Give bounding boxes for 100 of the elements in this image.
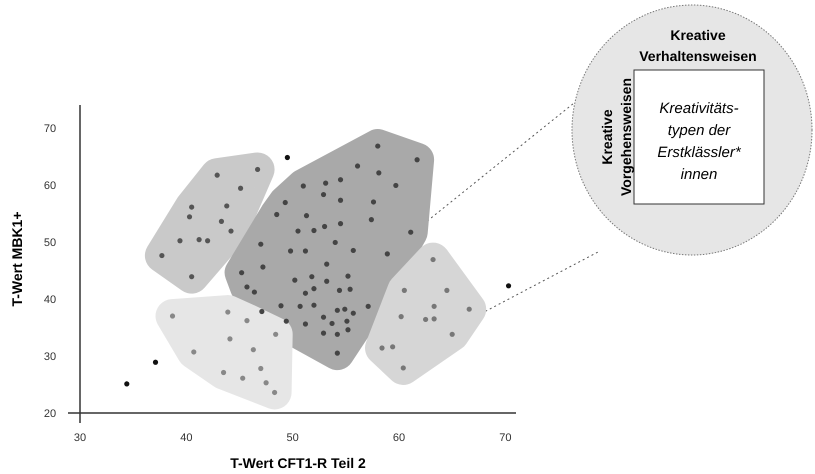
- point: [384, 251, 390, 256]
- text: Kreativitäts- typen der Erstklässler* innen: [657, 100, 742, 183]
- point: [250, 347, 256, 352]
- point: [311, 228, 317, 234]
- point: [432, 316, 437, 322]
- point: [302, 290, 308, 296]
- point: [252, 289, 257, 295]
- point: [205, 238, 210, 244]
- point: [227, 336, 233, 342]
- point: [390, 344, 396, 350]
- point: [159, 252, 164, 258]
- point: [322, 224, 328, 230]
- point: [214, 172, 220, 178]
- point: [298, 304, 303, 309]
- point: [332, 240, 338, 246]
- point: [309, 274, 314, 280]
- point: [284, 318, 289, 324]
- x-tick-label: 60: [392, 432, 406, 444]
- point: [379, 345, 385, 351]
- point: [186, 214, 192, 220]
- point: [368, 217, 374, 222]
- point: [466, 306, 472, 312]
- point: [338, 177, 344, 182]
- y-tick-label: 40: [44, 294, 56, 306]
- point: [324, 278, 330, 284]
- point: [366, 304, 371, 309]
- point: [302, 248, 308, 254]
- point: [400, 365, 406, 371]
- text: Kreative Verhaltensweisen: [639, 27, 757, 64]
- point: [338, 221, 344, 226]
- point: [398, 314, 404, 320]
- x-tick-label: 40: [180, 432, 192, 444]
- point: [350, 248, 356, 254]
- point: [324, 262, 330, 267]
- point: [300, 183, 306, 189]
- point: [189, 204, 194, 210]
- point: [152, 360, 158, 365]
- text: Kreative Vorgehensweisen: [599, 78, 634, 196]
- point: [274, 212, 280, 218]
- point: [218, 218, 224, 224]
- point: [450, 332, 455, 337]
- point: [408, 230, 414, 235]
- point: [240, 376, 246, 381]
- point: [334, 350, 340, 356]
- point: [254, 166, 260, 172]
- point: [334, 332, 340, 337]
- point: [338, 198, 344, 203]
- point: [196, 237, 202, 242]
- point: [432, 304, 437, 309]
- point: [244, 318, 250, 324]
- point: [423, 316, 428, 322]
- x-axis-title: T-Wert CFT1-R Teil 2: [230, 455, 366, 471]
- point: [350, 310, 356, 316]
- point: [320, 192, 326, 198]
- point: [284, 154, 290, 160]
- point: [258, 366, 264, 372]
- point: [272, 390, 278, 396]
- y-axis-title: T-Wert MBK1+: [9, 211, 25, 307]
- point: [170, 313, 176, 319]
- point: [288, 248, 294, 254]
- point: [311, 286, 317, 292]
- point: [244, 284, 250, 290]
- point: [124, 381, 130, 387]
- point: [414, 157, 420, 162]
- point: [304, 213, 310, 218]
- point: [345, 274, 351, 279]
- y-tick-label: 20: [44, 408, 56, 420]
- point: [295, 228, 301, 234]
- point: [430, 256, 436, 262]
- point: [177, 238, 183, 244]
- point: [376, 170, 382, 176]
- point: [320, 330, 326, 336]
- y-tick-label: 50: [44, 236, 56, 249]
- point: [220, 370, 226, 376]
- point: [238, 186, 244, 191]
- point: [344, 318, 350, 324]
- point: [258, 242, 264, 247]
- y-tick-label: 30: [44, 350, 56, 363]
- point: [273, 332, 278, 337]
- point: [302, 321, 308, 327]
- point: [224, 203, 230, 209]
- point: [323, 180, 328, 186]
- point: [370, 199, 376, 205]
- point: [402, 288, 407, 293]
- point: [228, 228, 234, 234]
- point: [354, 163, 360, 169]
- point: [506, 283, 512, 288]
- x-tick-label: 50: [286, 432, 299, 444]
- point: [393, 182, 398, 188]
- point: [345, 327, 351, 332]
- point: [444, 288, 450, 293]
- point: [239, 270, 244, 276]
- point: [348, 286, 353, 292]
- point: [320, 314, 326, 320]
- point: [259, 308, 264, 314]
- point: [336, 288, 342, 293]
- point: [375, 143, 380, 149]
- point: [189, 274, 194, 280]
- point: [329, 320, 335, 326]
- y-tick-label: 70: [44, 122, 56, 135]
